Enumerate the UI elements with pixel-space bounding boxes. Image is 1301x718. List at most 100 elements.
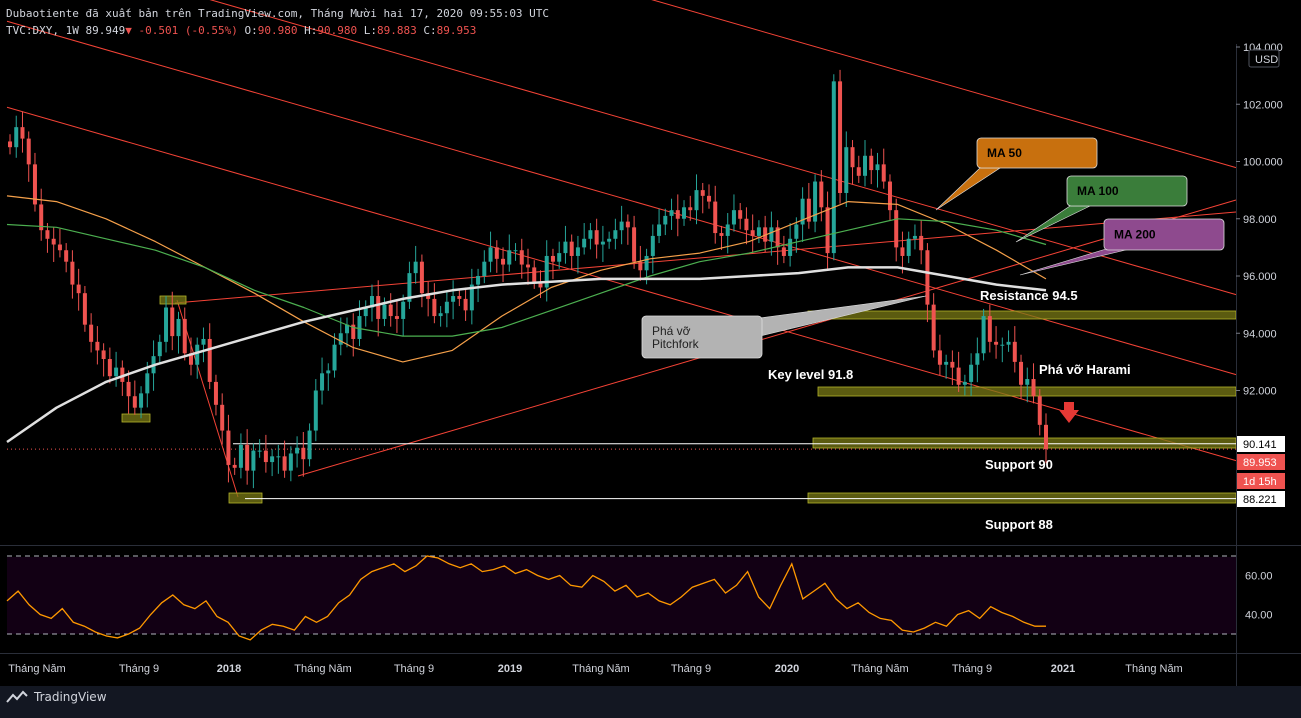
candle-body	[532, 267, 537, 282]
pitchfork-callout-line2: Pitchfork	[652, 337, 700, 351]
candle-body	[544, 255, 549, 288]
candle-body	[139, 393, 144, 408]
candle-body	[731, 210, 736, 225]
candle-body	[644, 255, 649, 271]
price-tag-support: 90.141	[1243, 439, 1277, 451]
candle-body	[82, 293, 87, 325]
candle-body	[781, 247, 786, 256]
price-tag-support-bg	[1237, 436, 1285, 452]
support-resistance-zone	[807, 310, 1237, 320]
candle-body	[894, 210, 899, 248]
candle-body	[769, 227, 774, 242]
y-tick-label: 98.000	[1243, 214, 1277, 226]
candle-body	[713, 201, 718, 234]
high-label: H:	[304, 24, 318, 37]
price-tag-last-bg	[1237, 454, 1285, 470]
candle-body	[638, 261, 643, 271]
candle-body	[8, 141, 12, 148]
candle-body	[706, 195, 711, 202]
candle-body	[594, 230, 599, 245]
candle-body	[26, 138, 31, 165]
candle-body	[931, 304, 936, 351]
tradingview-logo[interactable]: TradingView	[6, 690, 107, 704]
candle-body	[944, 361, 949, 365]
candle-body	[987, 316, 992, 342]
x-tick-label: Tháng Năm	[851, 663, 908, 675]
candle-body	[332, 344, 337, 371]
candle-body	[220, 404, 225, 431]
candle-body	[912, 235, 917, 239]
candle-body	[925, 250, 930, 305]
rsi-line	[6, 555, 1046, 641]
candle-body	[526, 264, 530, 268]
candle-body	[844, 147, 849, 193]
price-tag-countdown: 1d 15h	[1243, 476, 1277, 488]
candle-body	[1031, 379, 1036, 397]
x-tick-label: 2019	[498, 663, 522, 675]
x-tick-label: 2021	[1051, 663, 1075, 675]
candle-body	[20, 127, 25, 139]
candle-body	[494, 247, 499, 259]
candle-body	[625, 221, 630, 228]
candle-body	[650, 235, 655, 256]
candle-body	[301, 447, 306, 460]
footer-bar	[0, 686, 1301, 718]
candle-body	[313, 390, 318, 431]
x-tick-label: Tháng Năm	[1125, 663, 1182, 675]
candle-body	[632, 227, 637, 262]
x-tick-label: Tháng Năm	[8, 663, 65, 675]
close-value: 89.953	[436, 24, 477, 37]
candle-body	[1037, 396, 1042, 425]
price-tag-last: 89.953	[1243, 457, 1277, 469]
tradingview-logo-icon	[6, 690, 28, 703]
candle-body	[45, 230, 50, 239]
candle-body	[863, 155, 868, 176]
candle-body	[663, 215, 668, 225]
candle-body	[881, 164, 886, 182]
pitchfork-line	[651, 0, 1237, 169]
x-tick-label: Tháng Năm	[294, 663, 351, 675]
candle-body	[351, 324, 356, 339]
currency-badge[interactable]	[1248, 49, 1280, 68]
y-tick-label: 96.000	[1243, 271, 1277, 283]
candle-body	[182, 318, 187, 354]
ma100-callout-box	[1066, 175, 1188, 207]
candle-body	[451, 296, 456, 302]
candle-body	[457, 296, 462, 299]
candle-body	[95, 341, 100, 351]
candle-body	[257, 450, 262, 452]
tradingview-brand: TradingView	[34, 690, 107, 704]
candle-body	[900, 247, 905, 256]
candle-body	[969, 364, 974, 382]
candle-body	[825, 207, 830, 254]
candle-body	[363, 307, 368, 317]
candle-body	[245, 444, 250, 471]
candle-body	[369, 296, 374, 308]
low-label: L:	[363, 24, 377, 37]
candle-body	[76, 284, 81, 294]
candle-body	[338, 333, 343, 345]
candle-body	[70, 261, 75, 285]
candle-body	[307, 430, 312, 460]
candle-body	[270, 456, 275, 463]
candle-body	[962, 381, 967, 385]
candle-body	[238, 444, 243, 468]
rsi-band-fill	[7, 557, 1236, 634]
open-label: O:	[244, 24, 258, 37]
candle-body	[326, 370, 331, 374]
support-resistance-zone	[812, 437, 1237, 449]
ma200-callout-label: MA 200	[1114, 228, 1156, 242]
candle-body	[145, 373, 150, 394]
candle-body	[419, 261, 424, 294]
support-resistance-zone	[228, 492, 263, 504]
candle-body	[1019, 361, 1024, 385]
support-resistance-zone	[121, 413, 151, 423]
candle-body	[345, 324, 350, 334]
high-value: 90.980	[317, 24, 358, 37]
candle-body	[170, 307, 175, 337]
ma200-callout-box	[1103, 218, 1225, 251]
ma50-callout-box	[976, 137, 1098, 169]
candle-body	[975, 353, 980, 365]
